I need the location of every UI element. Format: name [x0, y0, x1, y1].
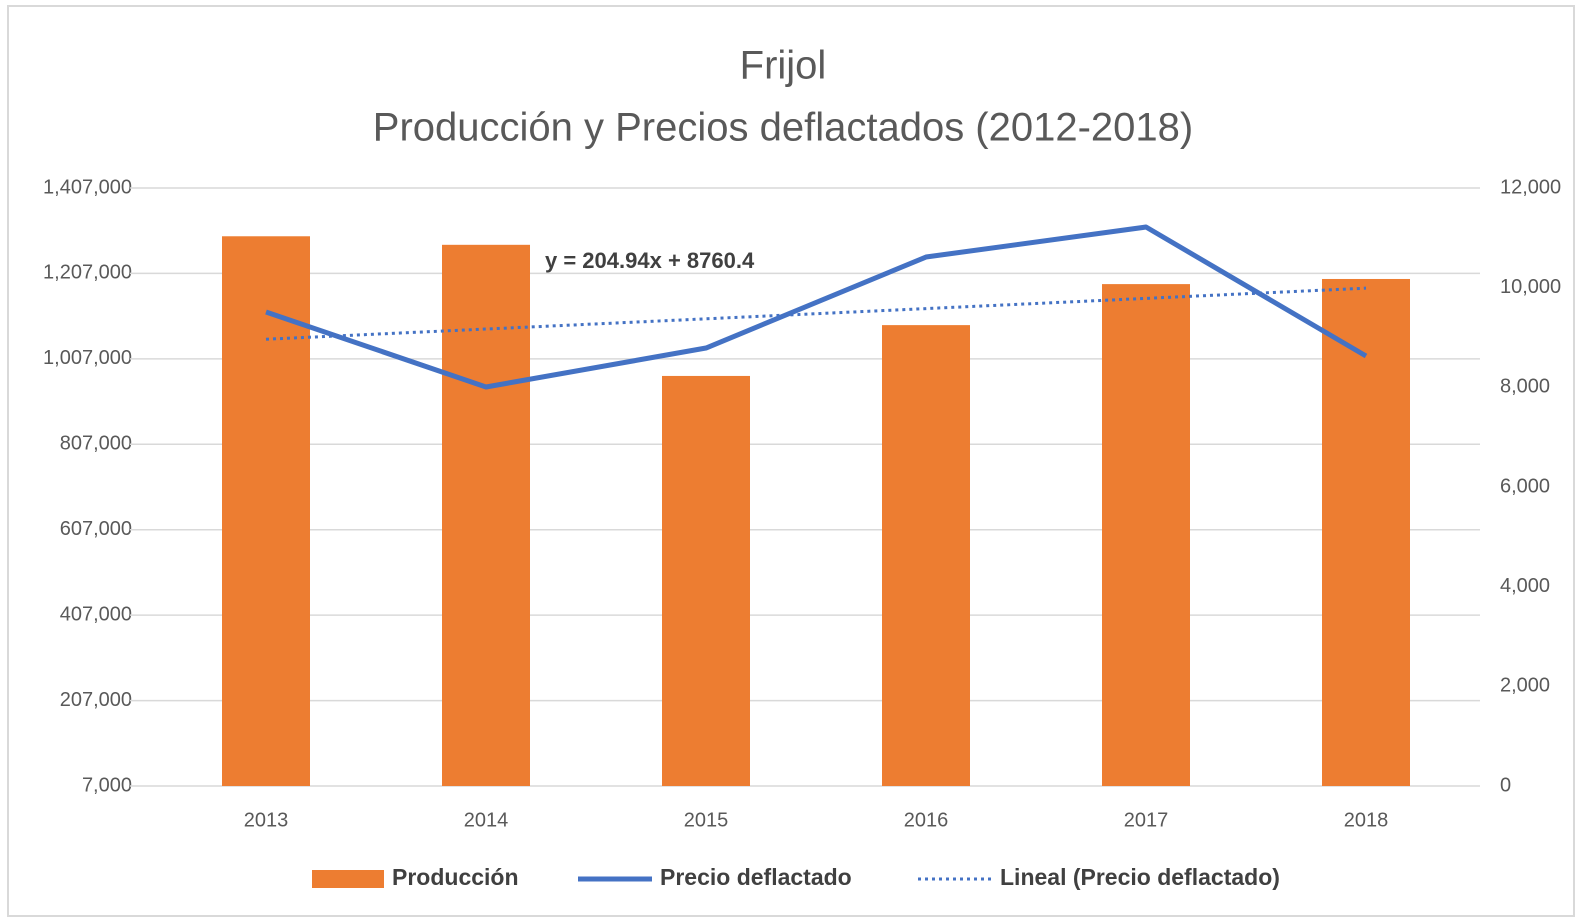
y2-tick-label: 2,000 — [1500, 675, 1550, 697]
y2-tick-label: 4,000 — [1500, 575, 1550, 597]
y-tick-label: 207,000 — [60, 689, 132, 711]
x-tick-label: 2016 — [904, 809, 949, 831]
x-tick-label: 2017 — [1124, 809, 1169, 831]
x-tick-label: 2015 — [684, 809, 729, 831]
y-tick-label: 1,007,000 — [43, 347, 132, 369]
bar — [1322, 278, 1410, 786]
bar — [1102, 284, 1190, 786]
bar — [882, 325, 970, 786]
bar — [222, 236, 310, 786]
legend-label: Producción — [392, 864, 519, 890]
y2-tick-label: 6,000 — [1500, 475, 1550, 497]
legend-label: Precio deflactado — [660, 864, 852, 890]
legend-label: Lineal (Precio deflactado) — [1000, 864, 1280, 890]
x-tick-label: 2014 — [464, 809, 509, 831]
chart-title: Frijol — [740, 44, 827, 88]
x-tick-label: 2018 — [1344, 809, 1389, 831]
trend-line — [265, 286, 1367, 341]
y2-tick-label: 8,000 — [1500, 376, 1550, 398]
y2-tick-label: 12,000 — [1500, 176, 1561, 198]
y2-tick-label: 0 — [1500, 774, 1511, 796]
y-tick-label: 407,000 — [60, 603, 132, 625]
bar — [662, 375, 750, 786]
x-tick-label: 2013 — [244, 809, 289, 831]
chart-subtitle: Producción y Precios deflactados (2012-2… — [373, 106, 1193, 150]
y2-tick-label: 10,000 — [1500, 276, 1561, 298]
y-tick-label: 607,000 — [60, 518, 132, 540]
bar — [442, 244, 530, 786]
y-tick-label: 1,207,000 — [43, 262, 132, 284]
y-tick-label: 7,000 — [82, 774, 132, 796]
legend-swatch — [312, 870, 384, 888]
y-tick-label: 807,000 — [60, 433, 132, 455]
y-tick-label: 1,407,000 — [43, 176, 132, 198]
annotation: y = 204.94x + 8760.4 — [545, 248, 755, 273]
line — [265, 224, 1368, 390]
